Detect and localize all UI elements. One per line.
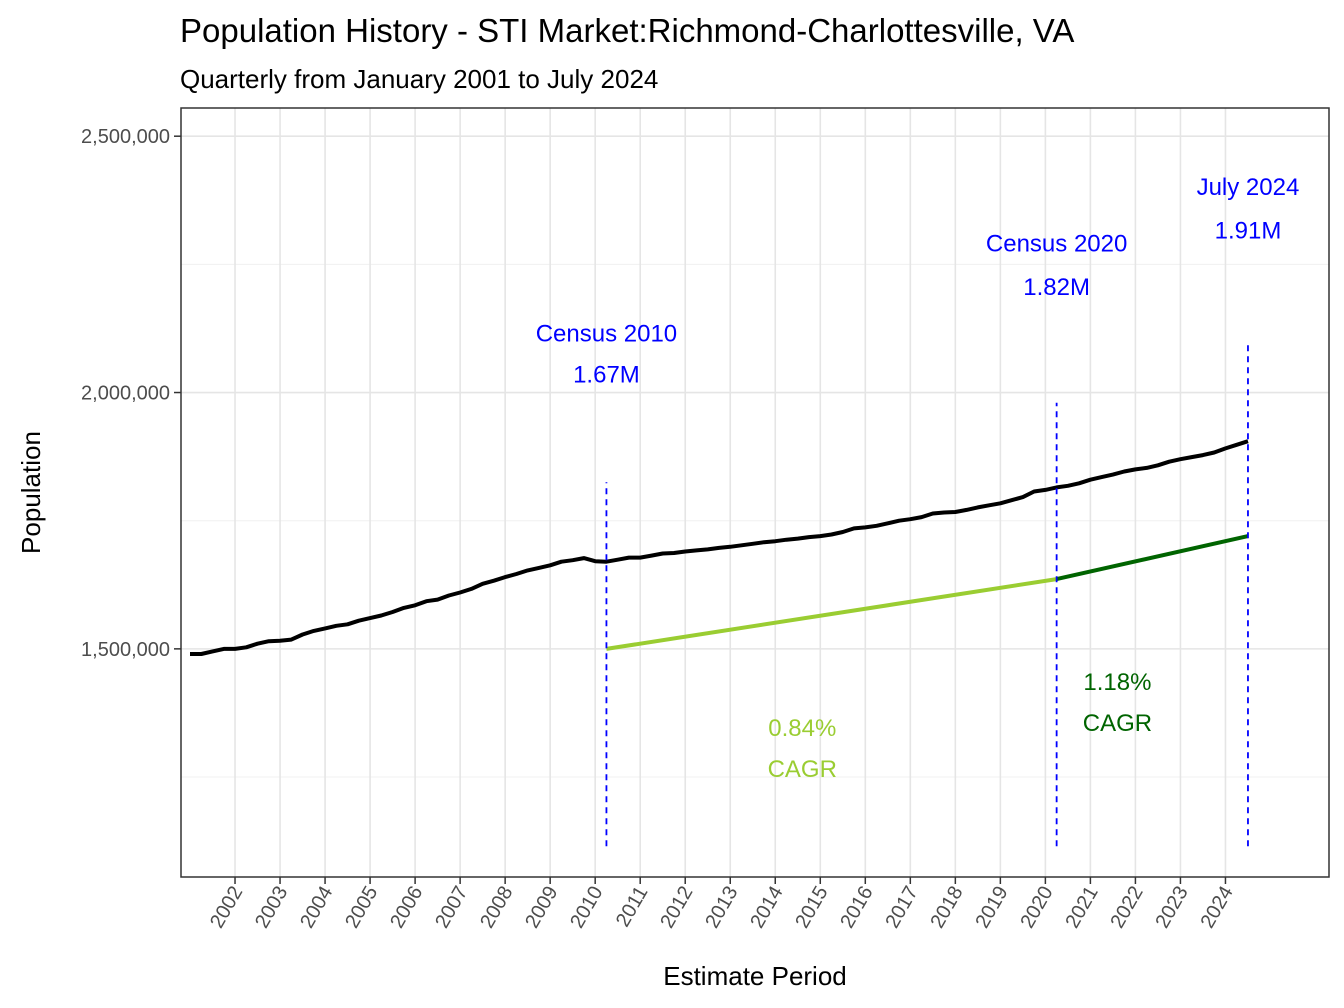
x-tick-label: 2009 (521, 883, 562, 933)
x-tick-label: 2002 (206, 883, 247, 933)
x-tick-label: 2019 (971, 883, 1012, 933)
x-tick-label: 2017 (881, 883, 922, 933)
x-tick-label: 2003 (251, 883, 292, 933)
grid-lines (181, 108, 1329, 877)
x-tick-label: 2016 (836, 883, 877, 933)
x-tick-label: 2018 (926, 883, 967, 933)
x-tick-label: 2013 (701, 883, 742, 933)
chart-subtitle: Quarterly from January 2001 to July 2024 (180, 64, 659, 94)
annotation-cagr2-value: CAGR (1083, 710, 1152, 737)
annotation-census2020-value: 1.82M (1023, 274, 1090, 301)
x-axis-title: Estimate Period (663, 961, 847, 991)
series-line-2 (1056, 534, 1249, 582)
x-tick-label: 2010 (566, 883, 607, 933)
series-lines (190, 439, 1249, 656)
y-axis-title: Population (16, 431, 46, 554)
annotation-census2010-value: 1.67M (573, 361, 640, 388)
x-tick-label: 2023 (1151, 883, 1192, 933)
annotation-july2024-label: July 2024 (1197, 174, 1300, 201)
x-tick-label: 2021 (1061, 883, 1102, 933)
annotation-cagr2-label: 1.18% (1083, 669, 1151, 696)
x-tick-label: 2022 (1106, 883, 1147, 933)
x-tick-label: 2007 (431, 883, 472, 933)
chart-title: Population History - STI Market:Richmond… (180, 12, 1075, 49)
x-tick-label: 2011 (612, 883, 653, 931)
y-tick-label: 2,000,000 (81, 383, 170, 405)
annotation-census2020-label: Census 2020 (986, 231, 1127, 258)
x-tick-label: 2020 (1016, 883, 1057, 933)
x-tick-label: 2006 (386, 883, 427, 933)
series-line-0 (190, 439, 1249, 656)
x-tick-label: 2004 (296, 883, 337, 933)
x-tick-label: 2014 (746, 883, 787, 933)
annotation-cagr1-label: 0.84% (768, 715, 836, 742)
series-line-1 (606, 577, 1057, 651)
x-tick-label: 2015 (791, 883, 832, 933)
y-tick-label: 2,500,000 (81, 126, 170, 148)
x-tick-label: 2005 (341, 883, 382, 933)
annotation-cagr1-value: CAGR (768, 756, 837, 783)
annotations: Census 2010 1.67M Census 2020 1.82M July 202… (536, 174, 1300, 783)
annotation-july2024-value: 1.91M (1215, 218, 1282, 245)
x-tick-label: 2024 (1196, 883, 1237, 933)
y-tick-label: 1,500,000 (81, 639, 170, 661)
annotation-census2010-label: Census 2010 (536, 320, 677, 347)
x-tick-label: 2012 (656, 883, 697, 933)
x-tick-label: 2008 (476, 883, 517, 933)
plot-panel-border (180, 107, 1330, 878)
reference-lines (605, 341, 1249, 847)
